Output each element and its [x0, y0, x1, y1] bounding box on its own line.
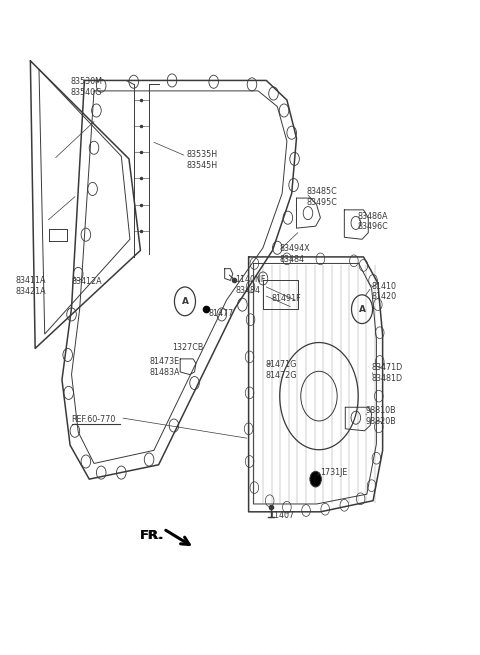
Text: 1327CB: 1327CB: [172, 343, 204, 352]
Text: 83494X
83484: 83494X 83484: [279, 244, 310, 264]
Text: REF.60-770: REF.60-770: [72, 415, 116, 424]
Text: 81473E
81483A: 81473E 81483A: [149, 357, 180, 377]
Text: 1731JE: 1731JE: [321, 468, 348, 477]
Text: 83411A
83421A: 83411A 83421A: [15, 276, 46, 296]
Text: FR.: FR.: [140, 529, 163, 542]
Text: 83486A
83496C: 83486A 83496C: [357, 212, 388, 231]
Text: 83471D
83481D: 83471D 83481D: [372, 364, 403, 383]
Text: 81410
81420: 81410 81420: [372, 282, 397, 301]
Text: 1140NF
83484: 1140NF 83484: [235, 275, 265, 295]
Text: 11407: 11407: [269, 512, 294, 520]
Text: 83485C
83495C: 83485C 83495C: [306, 187, 337, 207]
Text: A: A: [181, 297, 189, 306]
Text: FR.: FR.: [140, 529, 164, 542]
Text: 81491F: 81491F: [271, 293, 301, 303]
Text: 98810B
98820B: 98810B 98820B: [365, 406, 396, 426]
Text: 83412A: 83412A: [72, 277, 102, 286]
Text: 83535H
83545H: 83535H 83545H: [186, 150, 217, 170]
Circle shape: [310, 472, 322, 487]
Text: 83530M
83540G: 83530M 83540G: [70, 77, 102, 97]
Text: 81477: 81477: [209, 309, 234, 318]
Text: A: A: [359, 305, 366, 314]
Text: 81471G
81472G: 81471G 81472G: [265, 360, 297, 380]
